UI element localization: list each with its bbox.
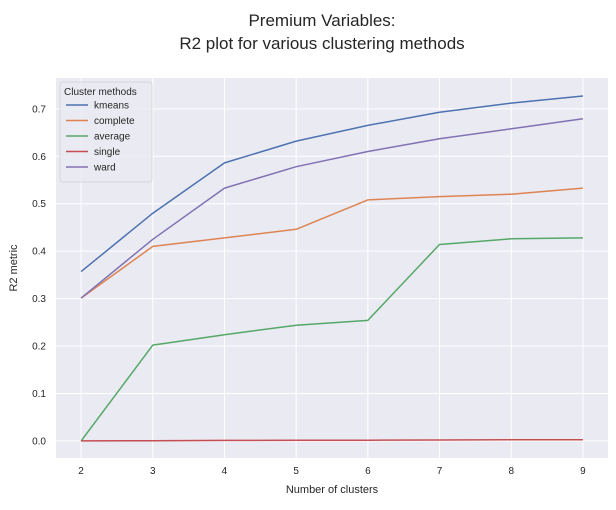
series-lines — [80, 95, 584, 442]
x-tick-label: 7 — [437, 466, 443, 477]
legend-label-single: single — [94, 147, 121, 158]
x-tick-label: 4 — [222, 466, 228, 477]
series-line-kmeans — [80, 95, 583, 273]
y-tick-label: 0.0 — [32, 436, 46, 447]
legend-box — [59, 81, 153, 183]
y-tick-label: 0.4 — [32, 247, 46, 258]
legend: Cluster methods kmeans complete average sin… — [59, 81, 153, 183]
y-axis-label: R2 metric — [8, 244, 20, 292]
y-tick-label: 0.5 — [32, 199, 46, 210]
y-tick-label: 0.3 — [32, 294, 46, 305]
x-axis-ticks: 2 3 4 5 6 7 8 9 — [78, 466, 586, 477]
chart-subtitle: R2 plot for various clustering methods — [179, 34, 464, 53]
y-tick-label: 0.6 — [32, 152, 46, 163]
x-tick-label: 2 — [78, 466, 84, 477]
y-tick-label: 0.7 — [32, 104, 46, 115]
x-tick-label: 9 — [580, 466, 586, 477]
legend-label-complete: complete — [94, 116, 135, 127]
legend-label-average: average — [94, 132, 131, 143]
chart-title: Premium Variables: — [248, 11, 395, 30]
x-tick-label: 8 — [508, 466, 514, 477]
x-tick-label: 5 — [293, 466, 299, 477]
series-line-complete — [80, 187, 583, 299]
x-tick-label: 3 — [150, 466, 156, 477]
legend-title: Cluster methods — [64, 87, 137, 98]
series-line-ward — [80, 118, 584, 299]
series-line-single — [81, 438, 583, 442]
series-line-average — [80, 237, 583, 442]
legend-label-kmeans: kmeans — [94, 101, 129, 112]
legend-label-ward: ward — [93, 163, 116, 174]
y-axis-ticks: 0.0 0.1 0.2 0.3 0.4 0.5 0.6 0.7 — [32, 104, 46, 447]
x-tick-label: 6 — [365, 466, 371, 477]
y-tick-label: 0.2 — [32, 342, 46, 353]
y-tick-label: 0.1 — [32, 389, 46, 400]
x-axis-label: Number of clusters — [286, 484, 379, 496]
